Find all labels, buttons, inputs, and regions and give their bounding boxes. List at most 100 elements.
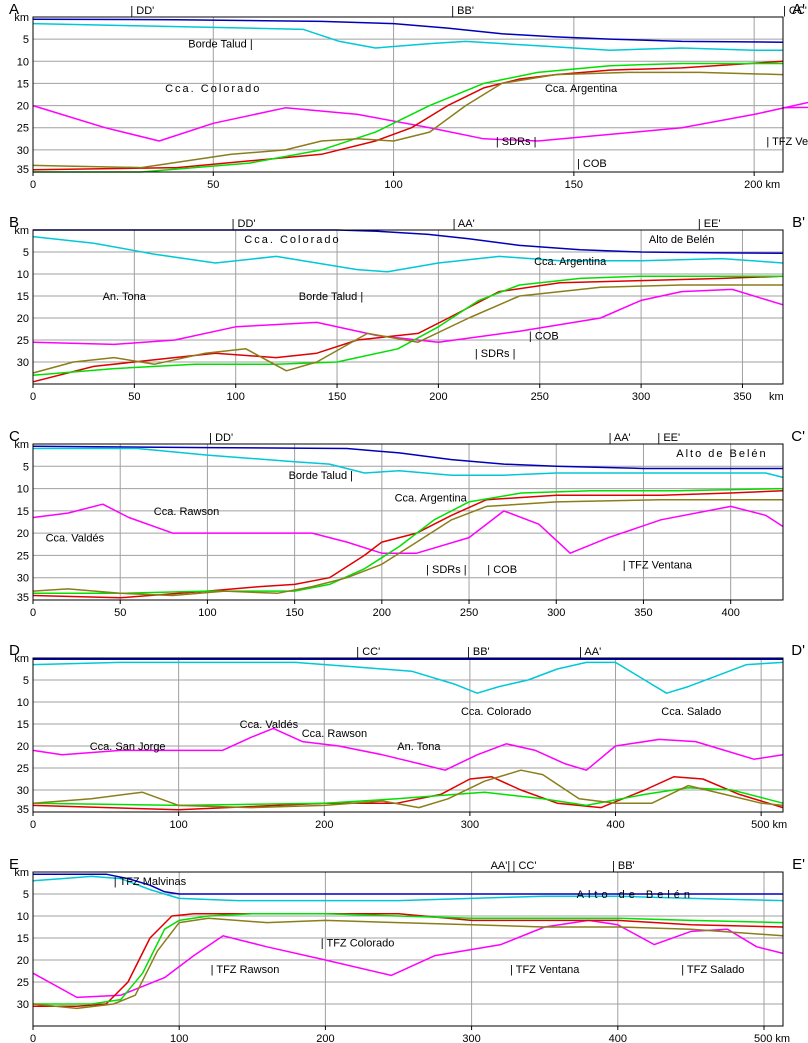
panel-d-olive-line	[32, 769, 784, 809]
panel-e-xtick-label-0: 0	[30, 1033, 36, 1043]
panel-e-crossing-2: | BB'	[612, 860, 635, 872]
panel-c-ytick-label-6: 35	[17, 592, 29, 604]
panel-b-crossing-2: | EE'	[698, 218, 721, 230]
panel-b-xtick-label-6: 300	[632, 391, 650, 403]
panel-c-series	[32, 445, 784, 599]
panel-b-green-line	[32, 275, 783, 376]
panel-b-xtick-label-1: 50	[128, 391, 140, 403]
panel-b-ytick-label-5: 30	[17, 357, 29, 369]
panel-c-ytick-label-4: 25	[17, 550, 29, 562]
panel-e-ytick-label-5: 30	[17, 999, 29, 1011]
panel-b-annotation-2: Cca. Argentina	[534, 256, 607, 268]
panel-b-xtick-label-7: 350	[733, 391, 751, 403]
panel-c-crossing-0: | DD'	[209, 432, 233, 444]
panel-d-ytick-label-3: 20	[17, 741, 29, 753]
panel-e-basement-line	[32, 875, 784, 902]
panel-b-frame	[32, 229, 784, 385]
panel-c-annotation-2: Cca. Argentina	[395, 492, 468, 504]
panel-e-y-unit-label: km	[14, 867, 29, 879]
panel-a-basement-line	[32, 22, 783, 51]
panel-d-xtick-label-4: 400	[606, 819, 624, 831]
panel-d: 0 100 200 300 400 500 km km 5 10 15 20 25 30 35 D D' | C…	[9, 642, 805, 831]
panel-a-corner-left: A	[9, 1, 19, 18]
panel-c-annotation-4: Cca. Valdés	[46, 533, 105, 545]
panel-d-annotation-0: Cca. Colorado	[461, 706, 531, 718]
panel-a-olive-line	[32, 71, 784, 169]
panel-d-magenta-line	[32, 727, 784, 771]
panel-b-annotation-5: | SDRs |	[475, 348, 516, 360]
panel-a-annotation-6: | TFZ Ventana	[766, 136, 808, 148]
panel-c-xtick-label-6: 300	[547, 607, 565, 619]
panel-c-y-unit-label: km	[14, 439, 29, 451]
panel-d-corner-right: D'	[791, 642, 805, 659]
panel-c-xtick-label-3: 150	[285, 607, 303, 619]
panel-b-xtick-label-0: 0	[30, 391, 36, 403]
panel-a-bathymetry-line	[32, 18, 784, 43]
panel-d-series	[32, 658, 784, 811]
panel-c-olive-line	[32, 498, 783, 597]
panel-b-ytick-label-0: 5	[23, 247, 29, 259]
panel-b-annotation-1: Alto de Belén	[649, 234, 714, 246]
panel-b-xtick-label-5: 250	[531, 391, 549, 403]
panel-d-annotation-2: Cca. Valdés	[240, 719, 299, 731]
panel-d-ytick-label-5: 30	[17, 785, 29, 797]
panel-a-ytick-label-1: 10	[17, 56, 29, 68]
panel-e-frame	[32, 871, 784, 1027]
panel-c-frame	[32, 443, 784, 601]
panel-c-xtick-label-1: 50	[114, 607, 126, 619]
panel-b-xtick-label-3: 150	[328, 391, 346, 403]
panel-c-bathymetry-line	[32, 445, 783, 470]
panel-d-xtick-label-3: 300	[461, 819, 479, 831]
panel-d-annotation-3: Cca. Rawson	[302, 728, 367, 740]
panel-a-ytick-label-3: 20	[17, 101, 29, 113]
panel-d-ytick-label-6: 35	[17, 804, 29, 816]
panel-b-xtick-label-2: 100	[227, 391, 245, 403]
panel-a: 0 50 100 150 200 km km 5 10 15 20 25 30 35 A A' | DD' | …	[9, 1, 808, 191]
panel-a-corner-right: A'	[792, 1, 805, 18]
panel-c-annotation-0: Alto de Belén	[676, 448, 767, 460]
panel-e-xtick-label-4: 400	[609, 1033, 627, 1043]
panel-a-annotation-5: | COB	[577, 158, 607, 170]
panel-c-annotation-7: | TFZ Ventana	[623, 559, 693, 571]
panel-c-xtick-label-5: 250	[460, 607, 478, 619]
panel-a-ytick-label-6: 35	[17, 164, 29, 176]
panel-b-corner-left: B	[9, 214, 19, 231]
panel-a-xtick-label-1: 50	[207, 179, 219, 191]
panel-a-xtick-label-4: 200 km	[744, 179, 780, 191]
panel-e-ytick-label-2: 15	[17, 933, 29, 945]
panel-e-bathymetry-line	[33, 873, 783, 895]
panel-b-annotation-6: | COB	[529, 331, 559, 343]
panel-a-ytick-label-4: 25	[17, 123, 29, 135]
panel-e-ytick-label-3: 20	[17, 955, 29, 967]
panel-c-xtick-label-4: 200	[373, 607, 391, 619]
panel-a-red-line	[32, 60, 784, 171]
panel-a-crossing-0: | DD'	[130, 5, 154, 17]
panel-d-xtick-label-1: 100	[169, 819, 187, 831]
panel-e-corner-right: E'	[792, 856, 805, 873]
panel-e-annotation-5: | TFZ Salado	[681, 964, 744, 976]
panel-d-green-line	[32, 787, 784, 807]
panel-a-crossing-1: | BB'	[451, 5, 474, 17]
panel-a-xtick-label-0: 0	[30, 179, 36, 191]
panel-b-ytick-label-3: 20	[17, 313, 29, 325]
panel-d-annotation-4: An. Tona	[397, 741, 441, 753]
panel-e-annotation-0: | TFZ Malvinas	[114, 876, 187, 888]
panel-b-ytick-label-1: 10	[17, 269, 29, 281]
panel-d-crossing-0: | CC'	[356, 646, 380, 658]
panel-e-xtick-label-3: 300	[462, 1033, 480, 1043]
panel-c-ytick-label-0: 5	[23, 461, 29, 473]
panel-c-annotation-1: Borde Talud |	[289, 470, 353, 482]
panel-e-annotation-3: | TFZ Rawson	[211, 964, 280, 976]
panel-e-xtick-label-5: 500 km	[754, 1033, 790, 1043]
panel-e-xtick-label-2: 200	[316, 1033, 334, 1043]
panel-e-magenta-line	[32, 919, 784, 999]
panel-e-green-line	[33, 913, 784, 1005]
panel-a-annotation-2: Cca. Colorado	[165, 83, 261, 95]
panel-b-annotation-4: Borde Talud |	[299, 291, 363, 303]
panel-b-y-unit-label: km	[14, 225, 29, 237]
panel-c-basement-line	[33, 447, 784, 479]
panel-b-crossing-1: | AA'	[453, 218, 475, 230]
panel-d-xtick-label-2: 200	[315, 819, 333, 831]
panel-b-magenta-line	[32, 288, 784, 346]
